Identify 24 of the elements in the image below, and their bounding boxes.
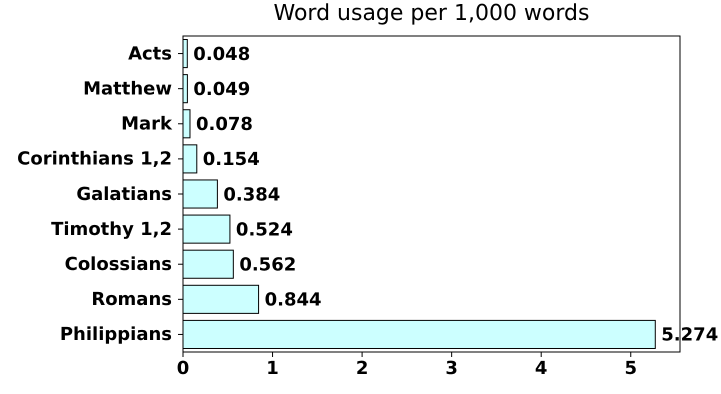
y-tick-label: Galatians	[76, 184, 172, 205]
chart-title: Word usage per 1,000 words	[274, 1, 590, 26]
data-label: 0.384	[223, 184, 280, 206]
data-label: 0.154	[202, 149, 260, 170]
x-tick-label: 3	[445, 358, 458, 379]
y-tick-label: Matthew	[83, 78, 172, 100]
x-tick-label: 4	[534, 358, 548, 379]
data-label: 0.562	[239, 254, 296, 276]
y-tick-label: Corinthians 1,2	[17, 148, 172, 170]
data-label: 0.049	[193, 78, 250, 100]
y-tick-label: Timothy 1,2	[51, 218, 172, 240]
data-label: 0.844	[264, 290, 322, 311]
x-tick-label: 1	[266, 358, 279, 379]
y-tick-label: Colossians	[64, 254, 172, 275]
y-tick-label: Philippians	[60, 324, 172, 346]
y-tick-label: Acts	[128, 43, 172, 64]
x-tick-label: 2	[356, 358, 368, 379]
data-label: 0.078	[196, 114, 253, 136]
x-tick-label: 0	[176, 358, 190, 379]
y-tick-label: Mark	[121, 114, 174, 135]
y-tick-label: Romans	[91, 289, 172, 310]
data-label: 0.524	[236, 219, 293, 240]
data-label: 0.048	[193, 44, 250, 65]
x-tick-label: 5	[624, 358, 638, 379]
